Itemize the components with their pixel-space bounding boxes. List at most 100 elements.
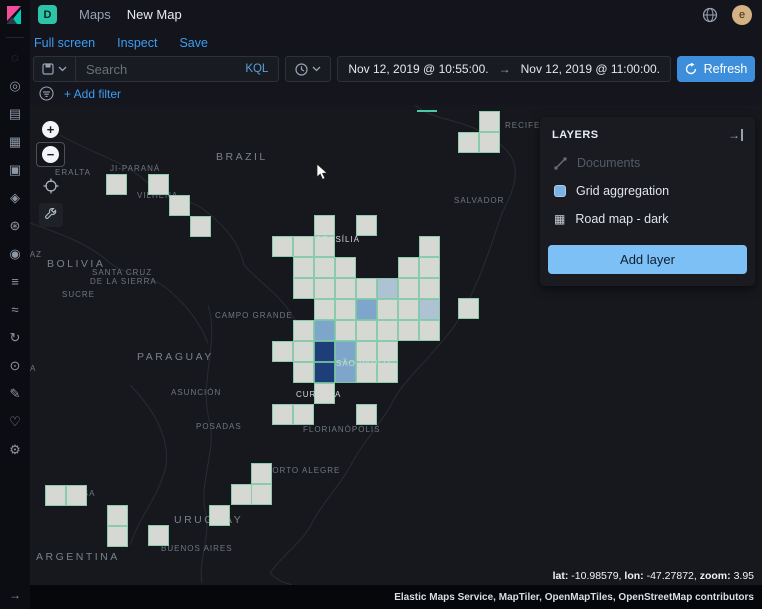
grid-cell[interactable] [314,383,335,404]
dashboard-icon[interactable]: ▦ [8,134,22,149]
saved-query-menu[interactable] [34,57,76,81]
grid-cell[interactable] [377,299,398,320]
grid-cell[interactable] [314,215,335,236]
inspect-button[interactable]: Inspect [117,35,158,50]
grid-cell[interactable] [335,299,356,320]
grid-cell[interactable] [458,132,479,153]
grid-cell[interactable] [419,299,440,320]
layer-item-road-map-dark[interactable]: ▦ Road map - dark [540,205,755,233]
grid-cell[interactable] [419,320,440,341]
grid-cell[interactable] [398,278,419,299]
management-gear-icon[interactable]: ⚙ [9,442,21,457]
grid-cell[interactable] [335,278,356,299]
grid-cell[interactable] [251,484,272,505]
grid-cell[interactable] [356,320,377,341]
zoom-in-button[interactable]: + [42,121,59,138]
draw-tools-button[interactable] [39,203,63,227]
grid-cell[interactable] [293,362,314,383]
grid-cell[interactable] [356,215,377,236]
grid-cell[interactable] [398,299,419,320]
full-screen-button[interactable]: Full screen [34,35,96,50]
grid-cell[interactable] [479,132,500,153]
nav-collapse-icon[interactable]: → [9,588,21,602]
grid-cell[interactable] [377,341,398,362]
grid-cell[interactable] [314,299,335,320]
grid-cell[interactable] [335,362,356,383]
metrics-icon[interactable]: ≈ [11,302,19,317]
attribution-link[interactable]: Elastic Maps Service [394,591,494,603]
grid-cell[interactable] [148,174,169,195]
grid-cell[interactable] [398,257,419,278]
grid-cell[interactable] [209,505,230,526]
apm-icon[interactable]: ↻ [9,330,21,345]
dev-tools-icon[interactable]: ✎ [9,386,21,401]
grid-cell[interactable] [314,320,335,341]
layer-item-documents[interactable]: Documents [540,149,755,177]
grid-cell[interactable] [398,320,419,341]
attribution-link[interactable]: OpenMapTiles [544,591,613,603]
kibana-logo[interactable] [0,0,30,29]
grid-cell[interactable] [45,485,66,506]
recent-icon[interactable]: ◌ [11,50,19,65]
grid-cell[interactable] [293,257,314,278]
grid-cell[interactable] [106,174,127,195]
space-badge[interactable]: D [38,5,57,24]
maps-icon[interactable]: ◈ [10,190,20,205]
attribution-link[interactable]: OpenStreetMap contributors [618,591,754,603]
grid-cell[interactable] [293,278,314,299]
grid-cell[interactable] [356,404,377,425]
grid-cell[interactable] [293,404,314,425]
query-language-toggle[interactable]: KQL [245,63,269,75]
grid-cell[interactable] [419,236,440,257]
date-end[interactable]: Nov 12, 2019 @ 11:00:00. [520,62,660,76]
grid-cell[interactable] [314,236,335,257]
globe-icon[interactable] [702,7,718,23]
grid-cell[interactable] [272,341,293,362]
grid-cell[interactable] [458,298,479,319]
grid-cell[interactable] [148,525,169,546]
grid-cell[interactable] [356,341,377,362]
fit-to-data-button[interactable] [42,177,59,194]
grid-cell[interactable] [356,362,377,383]
grid-cell[interactable] [377,320,398,341]
logs-icon[interactable]: ≡ [11,274,19,289]
security-lock-icon[interactable]: ⊙ [9,358,21,373]
save-button[interactable]: Save [179,35,208,50]
grid-cell[interactable] [335,257,356,278]
grid-cell[interactable] [314,341,335,362]
discover-icon[interactable]: ◎ [9,78,21,93]
grid-cell[interactable] [190,216,211,237]
grid-cell[interactable] [377,278,398,299]
grid-cell[interactable] [314,362,335,383]
grid-cell[interactable] [272,236,293,257]
visualize-icon[interactable]: ▤ [8,106,22,121]
layer-item-grid-aggregation[interactable]: Grid aggregation [540,177,755,205]
grid-cell[interactable] [479,111,500,132]
grid-cell[interactable] [356,299,377,320]
grid-cell[interactable] [314,278,335,299]
users-icon[interactable]: ◉ [9,246,21,261]
zoom-out-button[interactable]: − [42,146,59,163]
grid-cell[interactable] [251,463,272,484]
grid-cell[interactable] [272,404,293,425]
time-picker-menu[interactable] [285,56,332,82]
uptime-icon[interactable]: ♡ [9,414,21,429]
add-layer-button[interactable]: Add layer [548,245,747,274]
add-filter-button[interactable]: + Add filter [64,86,122,101]
breadcrumb-app[interactable]: Maps [79,7,111,22]
grid-cell[interactable] [335,320,356,341]
grid-cell[interactable] [293,320,314,341]
grid-cell[interactable] [107,505,128,526]
search-input[interactable]: Search KQL [33,56,280,82]
date-start[interactable]: Nov 12, 2019 @ 10:55:00. [348,62,489,76]
canvas-icon[interactable]: ▣ [8,162,22,177]
grid-cell[interactable] [419,257,440,278]
grid-cell[interactable] [169,195,190,216]
machine-learning-icon[interactable]: ⊛ [9,218,21,233]
grid-cell[interactable] [377,362,398,383]
grid-cell[interactable] [293,236,314,257]
refresh-button[interactable]: Refresh [677,56,755,82]
grid-cell[interactable] [419,278,440,299]
grid-cell[interactable] [314,257,335,278]
attribution-link[interactable]: MapTiler [498,591,540,603]
